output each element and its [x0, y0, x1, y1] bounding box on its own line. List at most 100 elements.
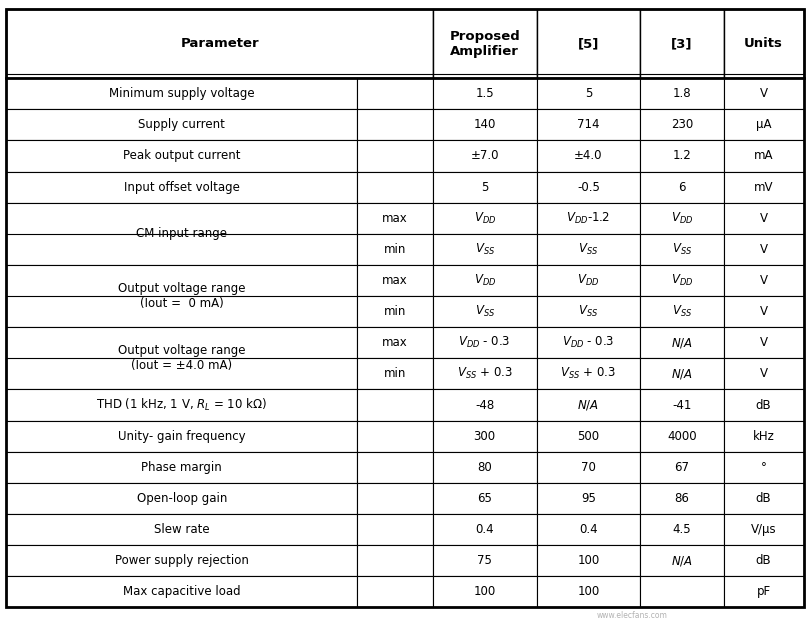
- Bar: [640, 78, 724, 109]
- Text: Units: Units: [744, 37, 783, 50]
- Text: V: V: [760, 274, 768, 287]
- Bar: [357, 421, 433, 452]
- Bar: [6, 483, 357, 514]
- Text: $V_{DD}$: $V_{DD}$: [474, 273, 496, 288]
- Bar: [536, 327, 640, 358]
- Text: 100: 100: [578, 586, 599, 598]
- Bar: [640, 9, 724, 78]
- Bar: [536, 171, 640, 202]
- Bar: [357, 234, 433, 265]
- Bar: [357, 78, 433, 109]
- Text: ±4.0: ±4.0: [574, 150, 603, 163]
- Text: 100: 100: [578, 554, 599, 567]
- Text: max: max: [382, 274, 408, 287]
- Bar: [357, 576, 433, 607]
- Bar: [357, 202, 433, 234]
- Text: $V_{DD}$ - 0.3: $V_{DD}$ - 0.3: [562, 335, 615, 350]
- Text: $V_{DD}$ - 0.3: $V_{DD}$ - 0.3: [458, 335, 511, 350]
- Text: Power supply rejection: Power supply rejection: [115, 554, 249, 567]
- Text: 5: 5: [585, 87, 592, 100]
- Text: pF: pF: [757, 586, 771, 598]
- Text: 67: 67: [675, 461, 689, 474]
- Bar: [724, 421, 804, 452]
- Text: V: V: [760, 305, 768, 318]
- Bar: [724, 514, 804, 545]
- Text: V: V: [760, 212, 768, 225]
- Text: max: max: [382, 336, 408, 350]
- Bar: [536, 358, 640, 389]
- Bar: [724, 358, 804, 389]
- Bar: [724, 545, 804, 576]
- Bar: [433, 296, 536, 327]
- Bar: [724, 576, 804, 607]
- Bar: [536, 545, 640, 576]
- Bar: [6, 234, 357, 265]
- Text: dB: dB: [756, 554, 771, 567]
- Bar: [6, 9, 433, 78]
- Text: $V_{DD}$: $V_{DD}$: [671, 211, 693, 226]
- Text: $V_{DD}$: $V_{DD}$: [578, 273, 599, 288]
- Text: min: min: [384, 243, 407, 256]
- Bar: [640, 296, 724, 327]
- Bar: [724, 389, 804, 421]
- Text: 1.2: 1.2: [672, 150, 692, 163]
- Bar: [724, 78, 804, 109]
- Bar: [536, 421, 640, 452]
- Text: 230: 230: [671, 118, 693, 131]
- Bar: [357, 483, 433, 514]
- Text: 6: 6: [678, 181, 686, 194]
- Bar: [536, 296, 640, 327]
- Text: -0.5: -0.5: [577, 181, 599, 194]
- Bar: [6, 514, 357, 545]
- Text: 140: 140: [474, 118, 496, 131]
- Text: 4.5: 4.5: [672, 523, 691, 536]
- Text: 5: 5: [481, 181, 488, 194]
- Bar: [357, 514, 433, 545]
- Text: Unity- gain frequency: Unity- gain frequency: [118, 430, 245, 443]
- Bar: [536, 234, 640, 265]
- Bar: [6, 171, 357, 202]
- Bar: [6, 78, 357, 109]
- Bar: [536, 78, 640, 109]
- Text: ±7.0: ±7.0: [471, 150, 499, 163]
- Bar: [640, 234, 724, 265]
- Bar: [357, 296, 433, 327]
- Bar: [433, 576, 536, 607]
- Text: 500: 500: [578, 430, 599, 443]
- Bar: [640, 265, 724, 296]
- Text: dB: dB: [756, 399, 771, 412]
- Bar: [357, 389, 433, 421]
- Bar: [640, 171, 724, 202]
- Text: $V_{SS}$: $V_{SS}$: [578, 304, 599, 319]
- Bar: [536, 389, 640, 421]
- Text: 86: 86: [675, 492, 689, 505]
- Bar: [724, 202, 804, 234]
- Bar: [433, 514, 536, 545]
- Bar: [433, 109, 536, 140]
- Bar: [6, 202, 357, 265]
- Bar: [724, 140, 804, 171]
- Bar: [433, 234, 536, 265]
- Bar: [357, 171, 433, 202]
- Bar: [724, 452, 804, 483]
- Text: -48: -48: [475, 399, 494, 412]
- Text: max: max: [382, 212, 408, 225]
- Bar: [6, 265, 357, 327]
- Bar: [433, 265, 536, 296]
- Bar: [724, 483, 804, 514]
- Text: $V_{DD}$: $V_{DD}$: [671, 273, 693, 288]
- Bar: [357, 109, 433, 140]
- Text: Output voltage range
(Iout =  0 mA): Output voltage range (Iout = 0 mA): [118, 282, 245, 310]
- Text: V: V: [760, 368, 768, 381]
- Text: $V_{SS}$: $V_{SS}$: [475, 242, 495, 257]
- Text: $N/A$: $N/A$: [578, 398, 599, 412]
- Text: Proposed
Amplifier: Proposed Amplifier: [450, 30, 520, 58]
- Bar: [433, 389, 536, 421]
- Bar: [536, 576, 640, 607]
- Text: dB: dB: [756, 492, 771, 505]
- Bar: [724, 109, 804, 140]
- Text: THD (1 kHz, 1 V, $R_L$ = 10 k$\Omega$): THD (1 kHz, 1 V, $R_L$ = 10 k$\Omega$): [96, 397, 267, 413]
- Text: Max capacitive load: Max capacitive load: [123, 586, 241, 598]
- Bar: [6, 576, 357, 607]
- Text: Output voltage range
(Iout = ±4.0 mA): Output voltage range (Iout = ±4.0 mA): [118, 345, 245, 373]
